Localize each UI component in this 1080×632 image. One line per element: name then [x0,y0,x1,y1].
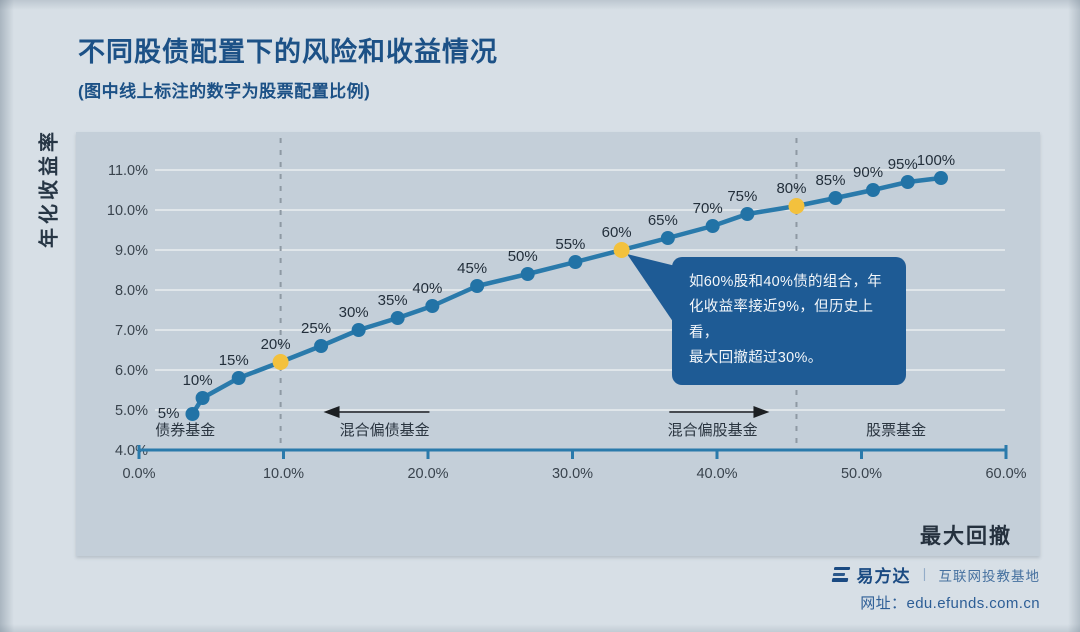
footer-brand-row: 易方达 丨 互联网投教基地 [831,562,1041,587]
data-point-highlighted [613,242,630,258]
segment-label: 混合偏债基金 [340,422,430,439]
point-label: 100% [917,152,955,169]
data-point [828,191,843,205]
data-point [185,407,200,421]
point-label: 10% [183,372,213,389]
point-label: 20% [261,336,291,353]
x-tick-label: 40.0% [696,466,737,482]
data-point [866,183,881,197]
data-point [231,371,246,385]
y-tick-label: 9.0% [115,243,148,259]
data-point [425,299,440,313]
data-point [195,391,210,405]
data-point [660,231,675,245]
callout-bubble: 如60%股和40%债的组合，年 化收益率接近9%，但历史上看， 最大回撤超过30… [672,257,906,385]
segment-label: 股票基金 [866,422,926,439]
point-label: 75% [727,188,757,205]
left-arrowhead-icon [323,406,340,418]
footer-separator: 丨 [917,566,932,583]
y-tick-label: 6.0% [115,363,148,379]
callout-line: 化收益率接近9%，但历史上看， [689,299,874,341]
x-tick-label: 50.0% [841,466,882,482]
y-tick-label: 10.0% [107,203,148,219]
point-label: 60% [602,224,632,241]
segment-label: 混合偏股基金 [668,422,758,439]
point-label: 80% [776,180,806,197]
data-point [900,175,915,189]
x-tick-label: 30.0% [552,466,593,482]
point-label: 55% [555,236,585,253]
page-title: 不同股债配置下的风险和收益情况 [78,37,498,67]
data-point [470,279,485,293]
point-label: 25% [301,320,331,337]
callout-line: 如60%股和40%债的组合，年 [689,274,883,290]
data-point [520,267,535,281]
efunds-logo-icon [831,567,850,582]
x-tick-label: 20.0% [407,466,448,482]
point-label: 95% [888,156,918,173]
x-tick-label: 60.0% [985,466,1026,482]
brand-tagline: 互联网投教基地 [938,568,1040,584]
point-label: 30% [339,304,369,321]
data-point [933,171,948,185]
point-label: 45% [457,260,487,277]
footer-url: 网址：edu.efunds.com.cn [860,595,1040,612]
data-point [740,207,755,221]
point-label: 85% [815,172,845,189]
x-tick-label: 0.0% [122,466,155,482]
data-point [390,311,405,325]
header: 不同股债配置下的风险和收益情况 (图中线上标注的数字为股票配置比例) [78,30,498,102]
callout-line: 最大回撤超过30%。 [689,350,823,367]
page-subtitle: (图中线上标注的数字为股票配置比例) [78,82,371,101]
point-label: 5% [158,405,180,422]
y-tick-label: 7.0% [115,323,148,339]
data-point-highlighted [788,198,805,214]
segment-label: 债券基金 [155,422,215,439]
data-point [705,219,720,233]
y-tick-label: 5.0% [115,403,148,419]
y-tick-label: 11.0% [108,163,148,179]
point-label: 40% [412,280,442,297]
point-label: 15% [219,352,249,369]
data-point [351,323,366,337]
footer: 易方达 丨 互联网投教基地 网址：edu.efunds.com.cn [831,562,1041,613]
x-axis-title: 最大回撤 [920,525,1012,548]
point-label: 65% [648,212,678,229]
data-point [568,255,583,269]
point-label: 90% [853,164,883,181]
y-axis-title: 年化收益率 [38,128,61,248]
data-point-highlighted [272,354,289,370]
point-label: 70% [693,200,723,217]
point-label: 35% [378,292,408,309]
point-label: 50% [508,248,538,265]
brand-name: 易方达 [856,567,911,586]
x-tick-label: 10.0% [263,466,304,482]
y-tick-label: 8.0% [115,283,148,299]
right-arrowhead-icon [753,406,770,418]
data-point [314,339,329,353]
